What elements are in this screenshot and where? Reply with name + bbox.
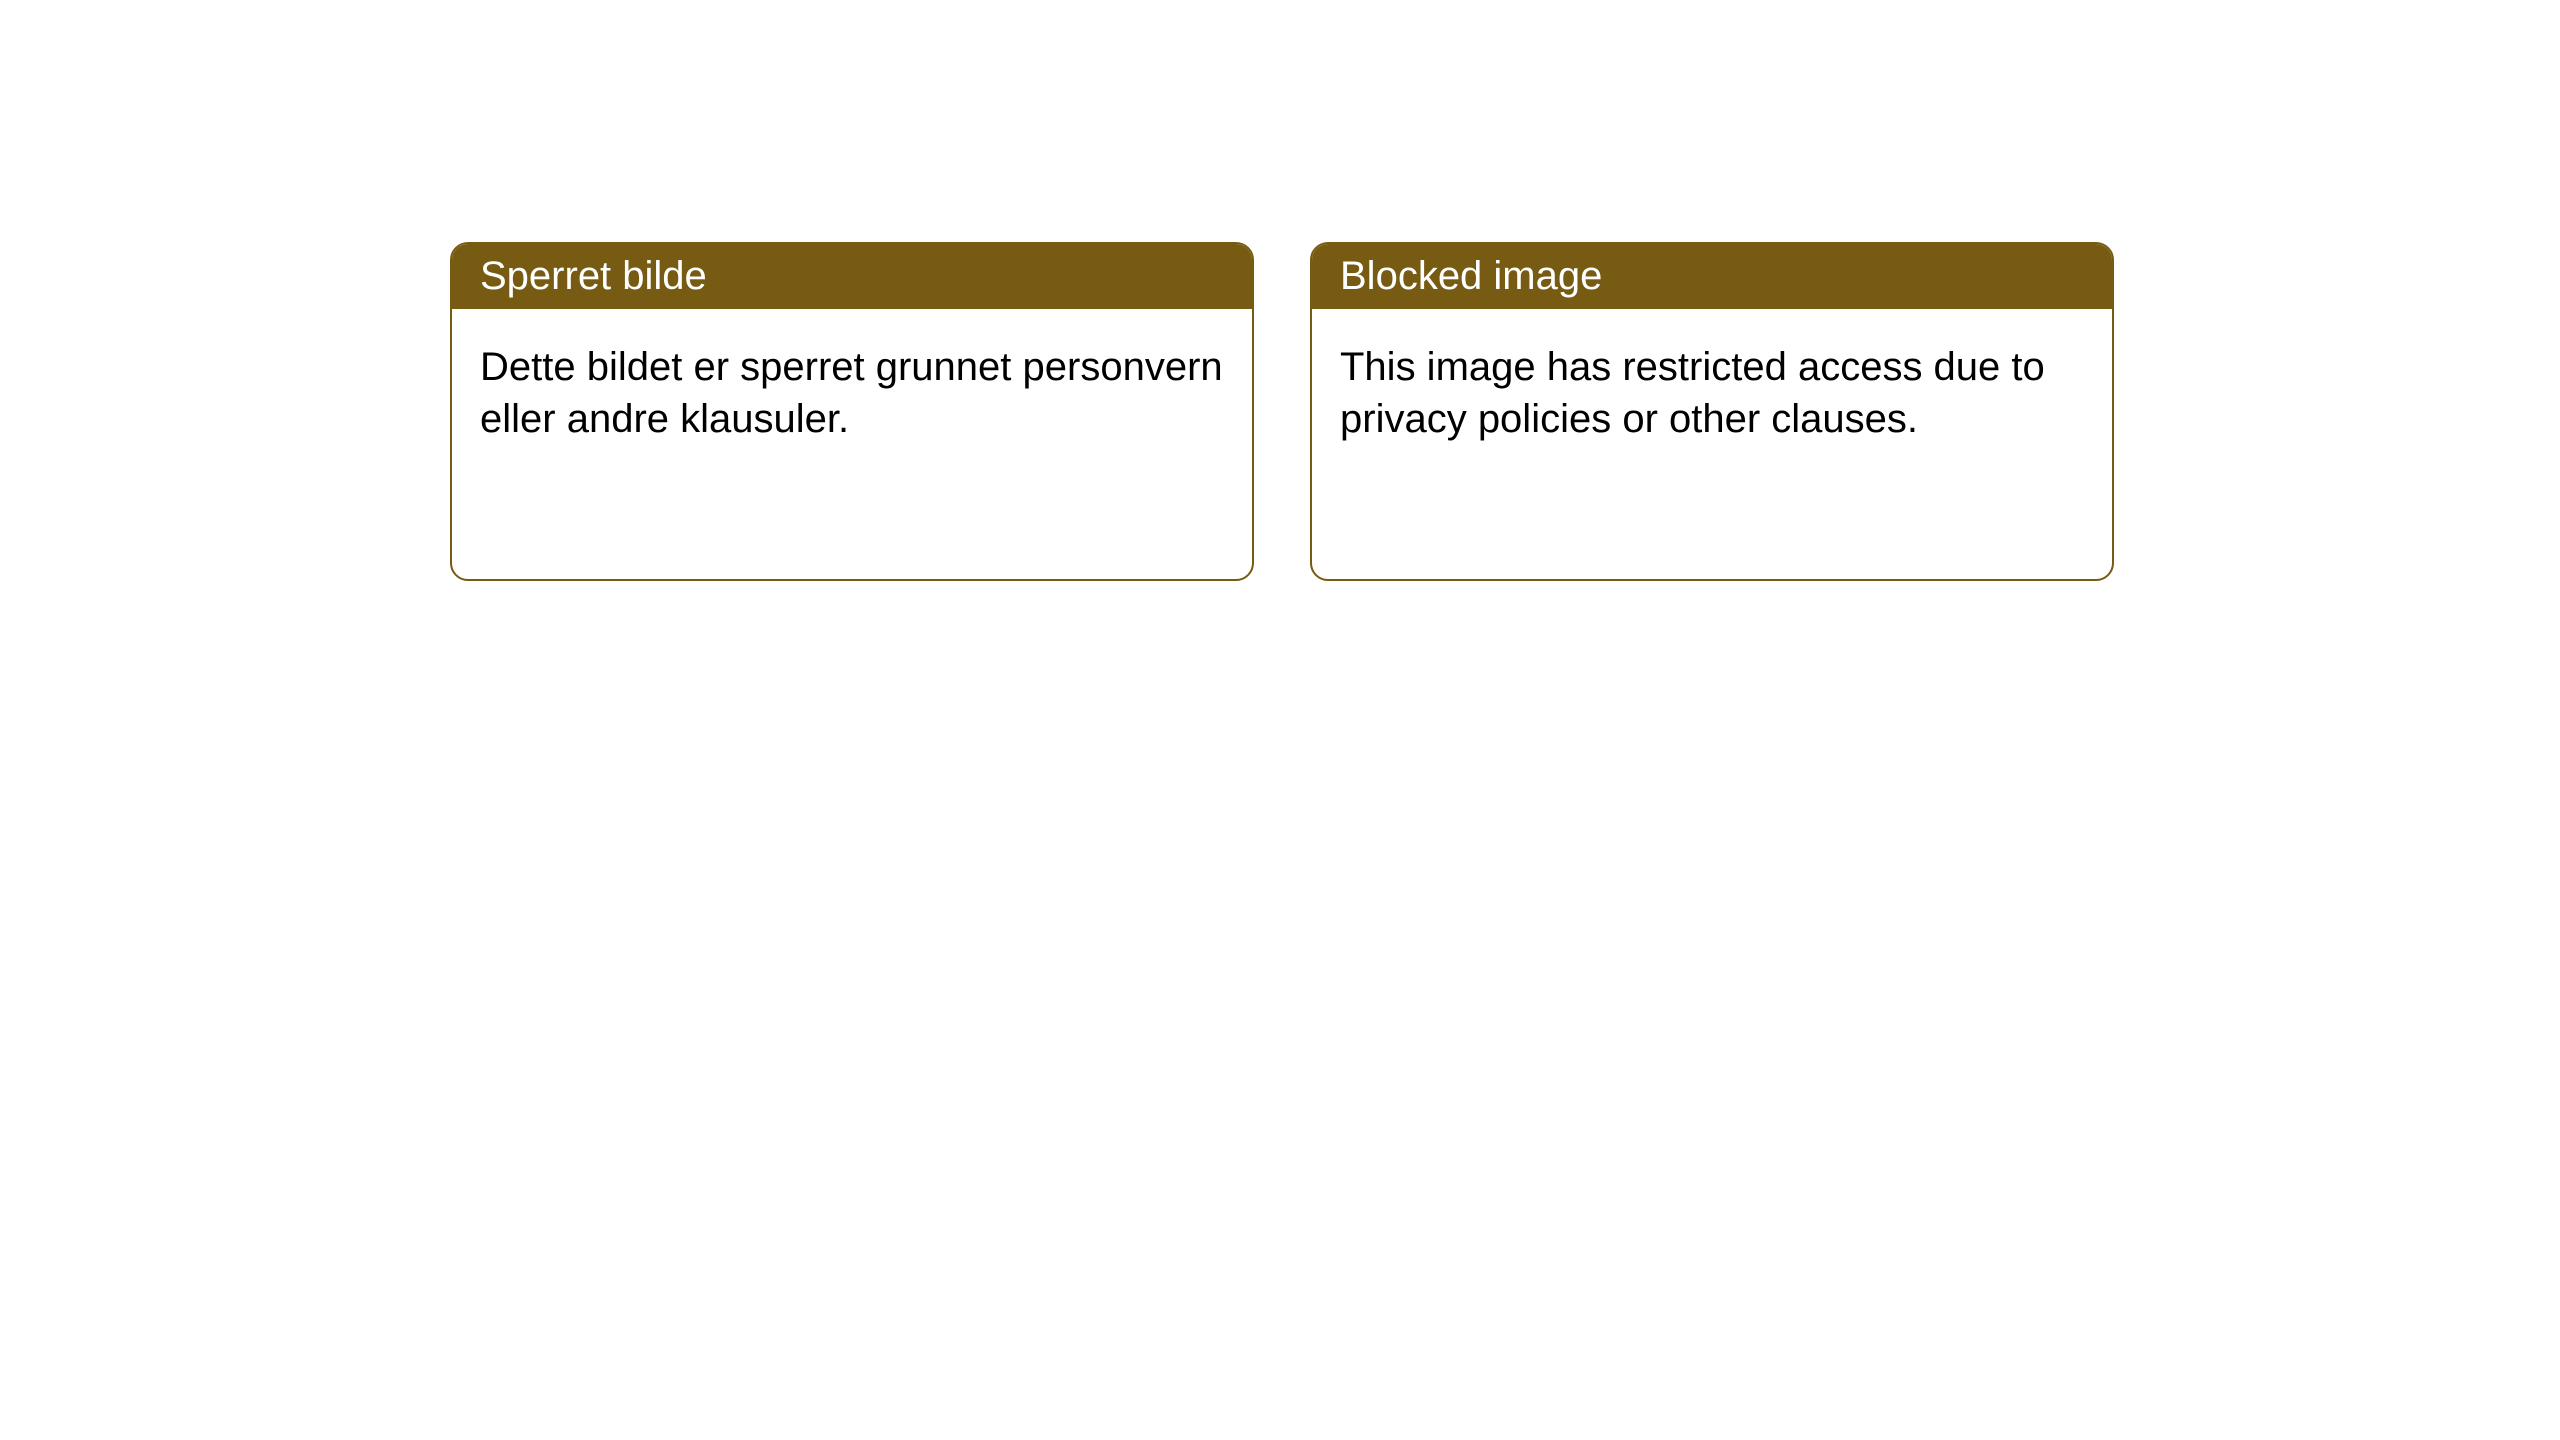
notice-card-english: Blocked image This image has restricted … <box>1310 242 2114 581</box>
card-body: Dette bildet er sperret grunnet personve… <box>452 309 1252 579</box>
notice-card-norwegian: Sperret bilde Dette bildet er sperret gr… <box>450 242 1254 581</box>
card-title: Sperret bilde <box>480 254 707 298</box>
card-header: Blocked image <box>1312 244 2112 309</box>
card-body: This image has restricted access due to … <box>1312 309 2112 579</box>
card-body-text: Dette bildet er sperret grunnet personve… <box>480 345 1223 441</box>
card-body-text: This image has restricted access due to … <box>1340 345 2045 441</box>
card-header: Sperret bilde <box>452 244 1252 309</box>
notice-cards-container: Sperret bilde Dette bildet er sperret gr… <box>0 0 2560 581</box>
card-title: Blocked image <box>1340 254 1602 298</box>
